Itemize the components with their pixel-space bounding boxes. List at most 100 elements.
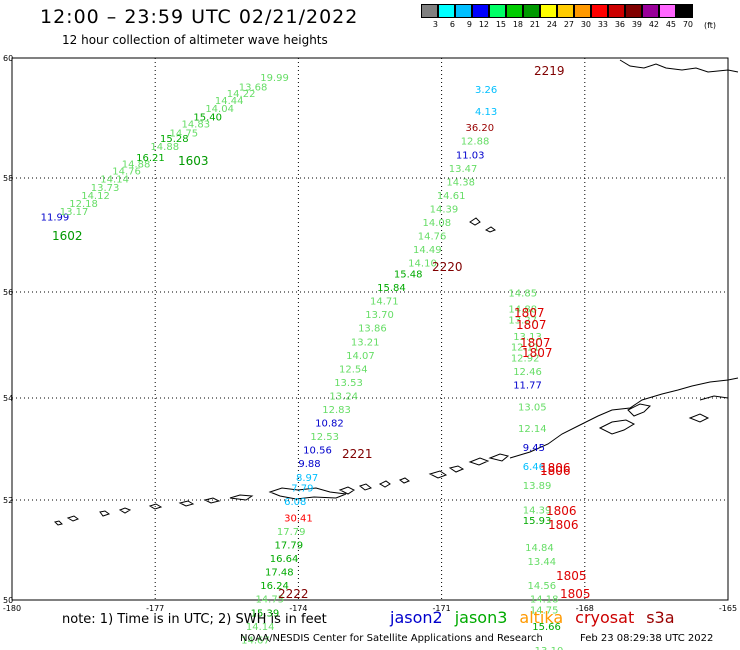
wave-height-value: 14.67 <box>241 635 270 646</box>
wave-height-value: 15.28 <box>160 134 189 145</box>
legend-label: 36 <box>614 20 625 29</box>
legend-label: 45 <box>665 20 676 29</box>
legend-swatch <box>676 4 693 18</box>
pass-time-label: 1602 <box>52 229 83 243</box>
wave-height-value: 14.85 <box>508 288 537 299</box>
longitude-label: -165 <box>719 604 737 613</box>
legend-swatch <box>421 4 438 18</box>
wave-height-value: 12.53 <box>310 432 339 443</box>
wave-height-value: 14.88 <box>122 159 151 170</box>
wave-height-value: 13.05 <box>518 402 547 413</box>
wave-height-value: 14.12 <box>81 191 110 202</box>
legend-label: 24 <box>546 20 557 29</box>
pass-time-label: 1806 <box>540 461 571 475</box>
latitude-label: 56 <box>3 288 13 297</box>
wave-height-value: 13.89 <box>523 481 552 492</box>
map-title: 12:00 – 23:59 UTC 02/21/2022 <box>40 6 359 28</box>
wave-height-value: 15.84 <box>377 283 406 294</box>
wave-height-value: 13.68 <box>239 83 268 94</box>
pass-time-label: 1806 <box>546 504 577 518</box>
wave-height-value: 14.22 <box>227 89 256 100</box>
wave-height-value: 16.64 <box>270 554 299 565</box>
legend-swatch <box>591 4 608 18</box>
pass-time-label: 1806 <box>540 464 571 478</box>
wave-height-value: 17.48 <box>265 568 294 579</box>
pass-time-label: 1805 <box>560 587 591 601</box>
latitude-label: 54 <box>3 394 13 403</box>
alaska-mainland <box>469 59 739 233</box>
legend-label: 33 <box>597 20 608 29</box>
wave-height-value: 6.46 <box>523 462 545 473</box>
wave-height-value: 15.66 <box>532 622 561 633</box>
legend-swatch <box>608 4 625 18</box>
graticule <box>12 58 728 600</box>
wave-height-value: 14.18 <box>530 595 559 606</box>
credit-line: NOAA/NESDIS Center for Satellite Applica… <box>240 633 543 644</box>
wave-height-value: 13.17 <box>60 207 89 218</box>
wave-height-value: 15.48 <box>394 270 423 281</box>
satellite-legend: jason2 jason3 altika cryosat s3a <box>390 608 687 627</box>
wave-height-value: 13.86 <box>358 324 387 335</box>
legend-swatch <box>625 4 642 18</box>
wave-height-value: 10.56 <box>303 446 332 457</box>
wave-height-value: 10.82 <box>315 419 344 430</box>
wave-height-value: 13.73 <box>91 183 120 194</box>
wave-height-value: 14.14 <box>246 622 275 633</box>
pass-time-label: 1806 <box>548 518 579 532</box>
wave-height-value: 14.49 <box>413 245 442 256</box>
legend-labels: 3 6 9 12 15 18 21 24 27 30 33 36 39 42 45 70 <box>421 20 693 29</box>
wave-height-value: 12.92 <box>511 354 540 365</box>
wave-height-value: 14.83 <box>181 119 210 130</box>
wave-height-value: 12.83 <box>322 405 351 416</box>
wave-height-value: 13.27 <box>508 316 537 327</box>
satellite-name: jason3 <box>454 608 508 627</box>
wave-height-value: 13.47 <box>449 164 478 175</box>
wave-height-value: 13.53 <box>334 378 363 389</box>
satellite-name: jason2 <box>390 608 443 627</box>
longitude-label: -168 <box>576 604 594 613</box>
aleutian-islands <box>54 453 510 526</box>
latitude-label: 50 <box>3 596 13 605</box>
satellite-name: s3a <box>646 608 675 627</box>
pass-time-label: 1807 <box>520 336 551 350</box>
wave-height-value: 14.08 <box>423 218 452 229</box>
wave-height-value: 13.24 <box>329 391 358 402</box>
wave-height-value: 12.88 <box>461 137 490 148</box>
legend-label: 70 <box>682 20 693 29</box>
legend-swatch <box>455 4 472 18</box>
longitude-label: -180 <box>3 604 21 613</box>
alaska-peninsula <box>509 377 739 459</box>
latitude-label: 52 <box>3 496 13 505</box>
pass-time-label: 1603 <box>178 154 209 168</box>
pass-time-label: 1807 <box>514 306 545 320</box>
wave-height-value: 14.38 <box>446 177 475 188</box>
wave-height-value: 13.70 <box>365 310 394 321</box>
pass-time-label: 1807 <box>522 346 553 360</box>
satellite-name: cryosat <box>575 608 635 627</box>
wave-height-value: 13.44 <box>528 557 557 568</box>
wave-height-value: 11.03 <box>456 150 485 161</box>
map-frame <box>11 57 729 601</box>
wave-height-value: 13.10 <box>535 646 564 650</box>
legend-swatch <box>557 4 574 18</box>
latitude-label: 60 <box>3 54 13 63</box>
pass-time-label: 1805 <box>556 569 587 583</box>
legend-swatch <box>438 4 455 18</box>
wave-height-value: 11.99 <box>41 213 70 224</box>
legend-swatch <box>506 4 523 18</box>
legend-swatch <box>540 4 557 18</box>
wave-height-value: 14.88 <box>150 142 179 153</box>
wave-height-value: 14.75 <box>255 595 284 606</box>
pass-time-label: 2222 <box>278 587 309 601</box>
legend-label: 30 <box>580 20 591 29</box>
wave-height-value: 14.76 <box>112 167 141 178</box>
pass-time-label: 2221 <box>342 447 373 461</box>
wave-height-value: 12.14 <box>518 424 547 435</box>
wave-height-value: 13.13 <box>513 332 542 343</box>
wave-height-value: 14.76 <box>418 232 447 243</box>
wave-height-value: 14.04 <box>205 104 234 115</box>
legend-swatch <box>642 4 659 18</box>
legend-swatch <box>523 4 540 18</box>
wave-height-value: 15.93 <box>523 516 552 527</box>
